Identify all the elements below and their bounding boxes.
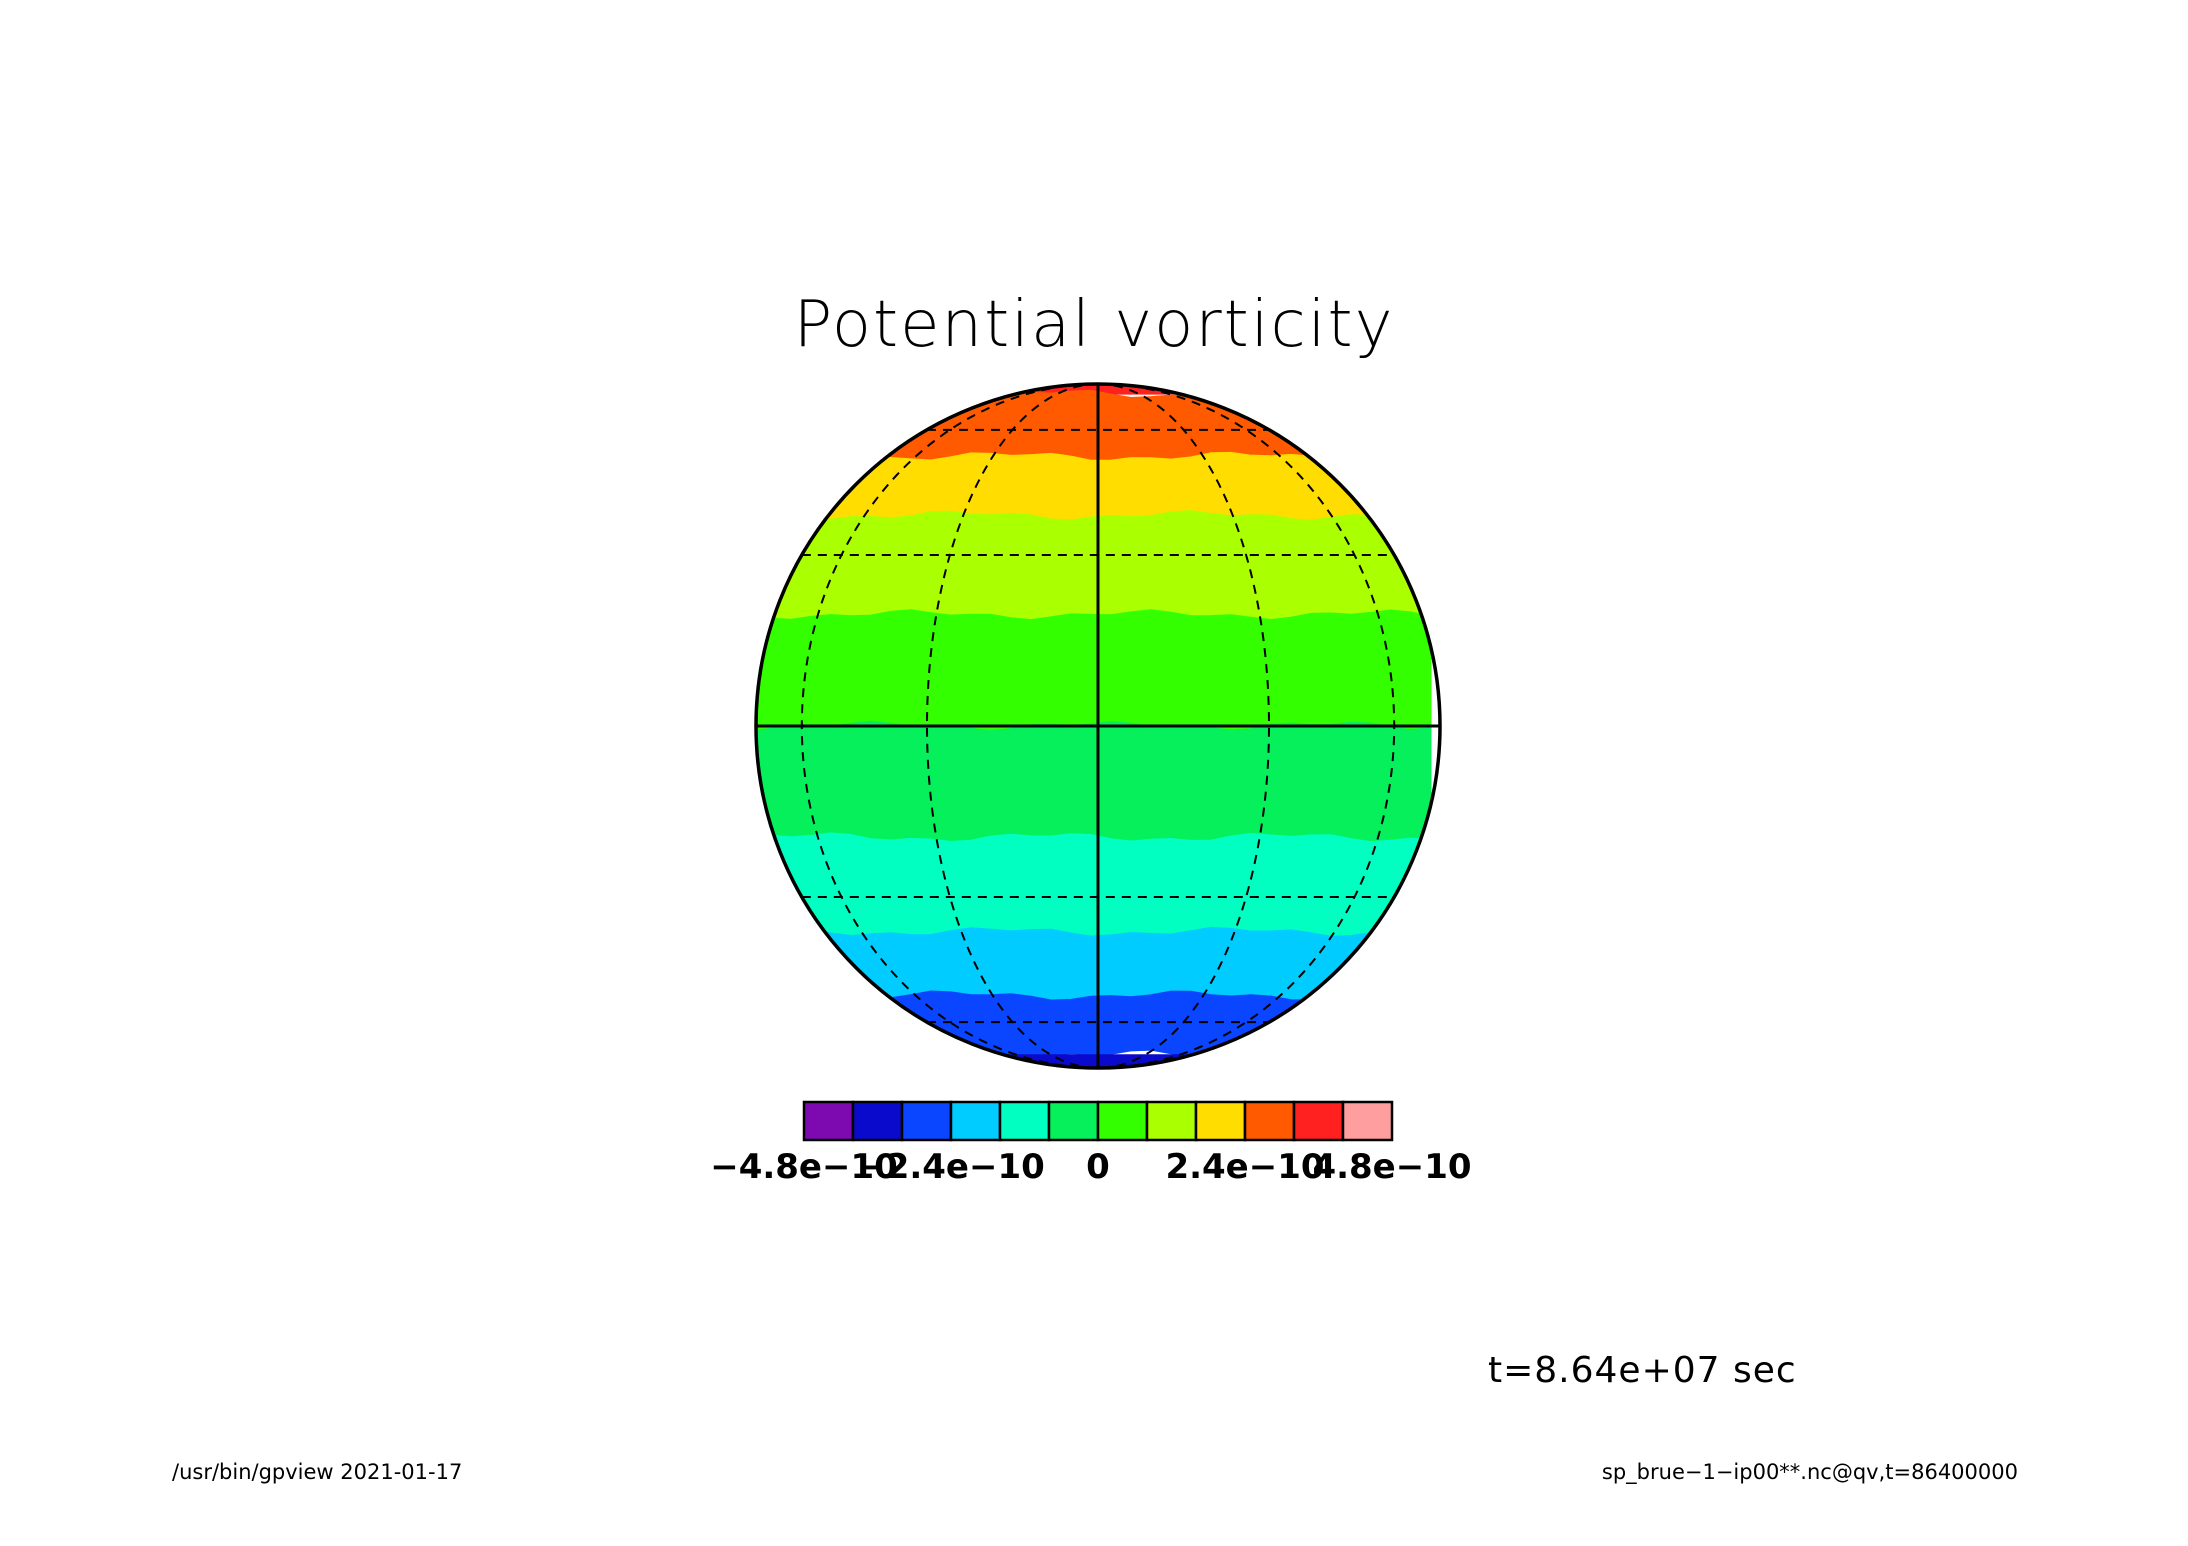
colorbar-cell (998, 1100, 1051, 1142)
colorbar-cell (1243, 1100, 1296, 1142)
colorbar-cell (1341, 1100, 1394, 1142)
band-4 (756, 609, 1432, 732)
colorbar-cell (900, 1100, 953, 1142)
colorbar-tick-label: 4.8e−10 (1312, 1147, 1471, 1187)
band-8 (756, 990, 1432, 1060)
band-3 (756, 509, 1432, 621)
colorbar-tick-label: 2.4e−10 (1165, 1147, 1324, 1187)
colorbar-tick-label: −4.8e−10 (710, 1147, 898, 1187)
time-label: t=8.64e+07 sec (1488, 1350, 1797, 1391)
colorbar-cell (1194, 1100, 1247, 1142)
colorbar-cell (1292, 1100, 1345, 1142)
colorbar-cell (1096, 1100, 1149, 1142)
band-6 (756, 832, 1432, 937)
colorbar (802, 1100, 1394, 1142)
footer-right-label: sp_brue−1−ip00**.nc@qv,t=86400000 (1601, 1460, 2018, 1484)
band-9 (756, 1054, 1432, 1068)
band-5 (756, 720, 1432, 843)
colorbar-tick-label: −2.4e−10 (857, 1147, 1045, 1187)
footer-left-label: /usr/bin/gpview 2021-01-17 (172, 1460, 463, 1484)
colorbar-cell (802, 1100, 855, 1142)
chart-title: Potential vorticity (793, 288, 1395, 362)
colorbar-cell (1047, 1100, 1100, 1142)
colorbar-cell (949, 1100, 1002, 1142)
colorbar-cell (851, 1100, 904, 1142)
globe-outline (754, 382, 1442, 1070)
colorbar-tick-label: 0 (1086, 1147, 1110, 1187)
band-1 (756, 389, 1432, 462)
colorbar-cell (1145, 1100, 1198, 1142)
